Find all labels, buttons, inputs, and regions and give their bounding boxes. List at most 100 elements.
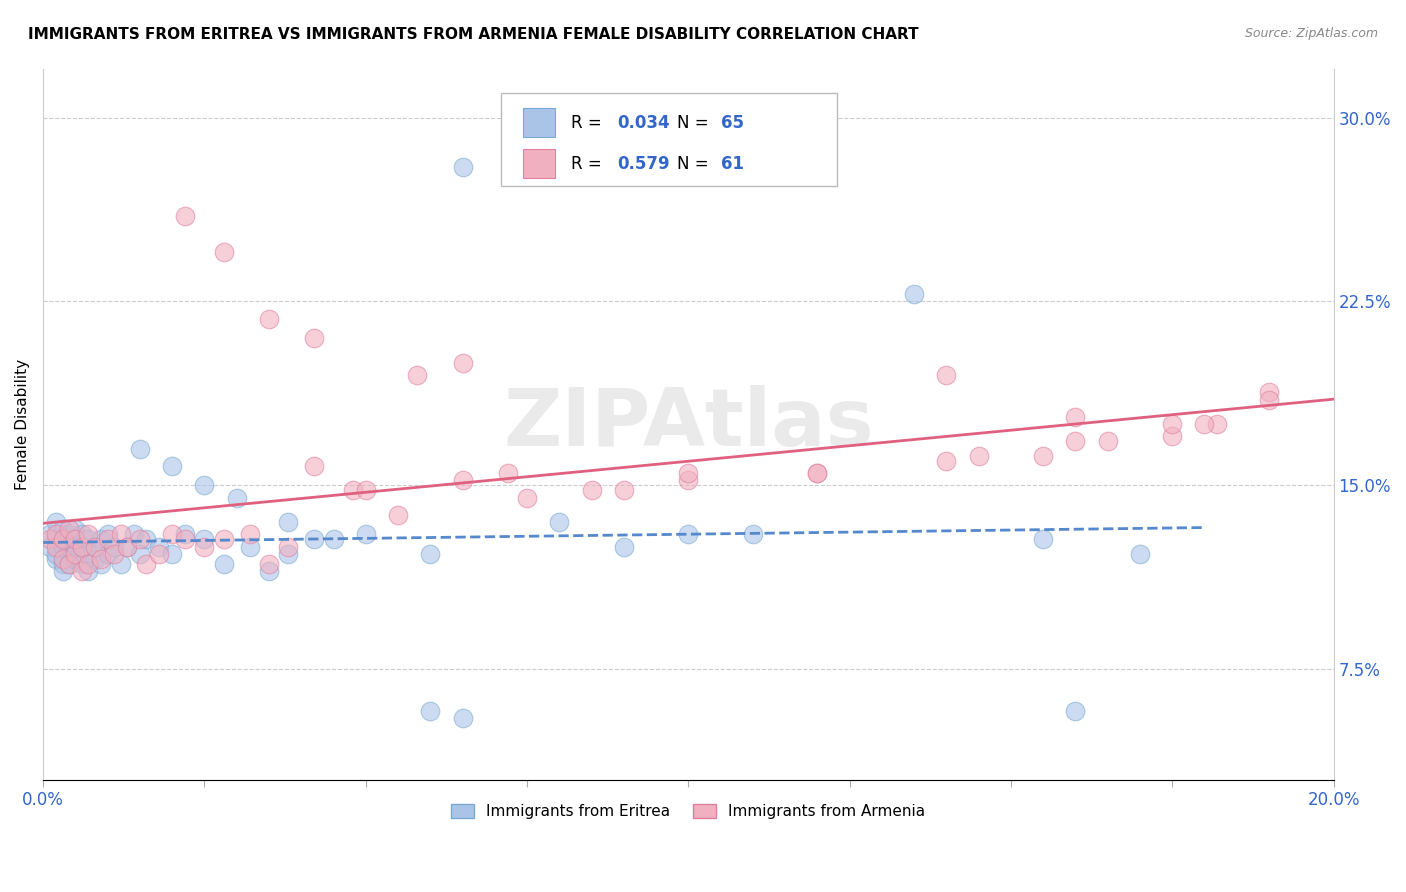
- Point: [51, 557, 73, 571]
- Point: [1206, 417, 1229, 431]
- Point: [548, 515, 571, 529]
- Point: [1032, 533, 1054, 547]
- Point: [741, 527, 763, 541]
- Point: [70, 557, 93, 571]
- Point: [83, 540, 105, 554]
- Y-axis label: Female Disability: Female Disability: [15, 359, 30, 490]
- Point: [51, 533, 73, 547]
- Point: [302, 331, 325, 345]
- Point: [302, 458, 325, 473]
- Point: [496, 466, 519, 480]
- Point: [354, 483, 377, 498]
- Point: [174, 527, 197, 541]
- Text: ZIPAtlas: ZIPAtlas: [503, 385, 873, 463]
- Point: [65, 533, 87, 547]
- Point: [1194, 417, 1216, 431]
- Point: [110, 557, 132, 571]
- Point: [45, 552, 67, 566]
- Point: [51, 523, 73, 537]
- Point: [70, 540, 93, 554]
- Point: [406, 368, 429, 382]
- Point: [277, 540, 299, 554]
- Text: 0.034: 0.034: [617, 113, 671, 131]
- Point: [103, 540, 125, 554]
- Point: [354, 527, 377, 541]
- Point: [110, 527, 132, 541]
- Point: [1097, 434, 1119, 449]
- Point: [103, 547, 125, 561]
- Text: 65: 65: [721, 113, 744, 131]
- Point: [257, 557, 280, 571]
- Point: [160, 527, 183, 541]
- Point: [516, 491, 538, 505]
- Point: [239, 527, 262, 541]
- Point: [97, 527, 120, 541]
- Point: [77, 564, 100, 578]
- FancyBboxPatch shape: [502, 94, 837, 186]
- Point: [160, 458, 183, 473]
- Point: [65, 547, 87, 561]
- Point: [38, 540, 60, 554]
- Point: [193, 540, 215, 554]
- Point: [148, 547, 170, 561]
- Point: [322, 533, 344, 547]
- Point: [77, 533, 100, 547]
- Text: N =: N =: [676, 113, 714, 131]
- Point: [65, 540, 87, 554]
- Point: [45, 533, 67, 547]
- Point: [77, 527, 100, 541]
- Point: [451, 474, 474, 488]
- Point: [38, 527, 60, 541]
- Point: [277, 547, 299, 561]
- Point: [90, 533, 112, 547]
- Point: [65, 523, 87, 537]
- Point: [1032, 449, 1054, 463]
- Point: [1129, 547, 1152, 561]
- Point: [77, 557, 100, 571]
- Point: [678, 466, 700, 480]
- Point: [90, 557, 112, 571]
- Point: [97, 533, 120, 547]
- Point: [148, 540, 170, 554]
- Point: [935, 454, 957, 468]
- Point: [212, 245, 235, 260]
- Legend: Immigrants from Eritrea, Immigrants from Armenia: Immigrants from Eritrea, Immigrants from…: [446, 798, 932, 825]
- Point: [58, 547, 80, 561]
- Point: [451, 160, 474, 174]
- Point: [45, 527, 67, 541]
- Point: [51, 552, 73, 566]
- Point: [58, 557, 80, 571]
- Point: [613, 483, 636, 498]
- Point: [115, 540, 138, 554]
- Point: [1064, 704, 1087, 718]
- Point: [58, 527, 80, 541]
- Text: R =: R =: [571, 154, 607, 172]
- Point: [65, 533, 87, 547]
- Point: [51, 564, 73, 578]
- Point: [678, 527, 700, 541]
- Point: [613, 540, 636, 554]
- Point: [45, 547, 67, 561]
- Text: 61: 61: [721, 154, 744, 172]
- Point: [419, 704, 441, 718]
- Point: [678, 474, 700, 488]
- Point: [38, 533, 60, 547]
- Point: [51, 540, 73, 554]
- Point: [129, 533, 152, 547]
- Point: [967, 449, 990, 463]
- Text: IMMIGRANTS FROM ERITREA VS IMMIGRANTS FROM ARMENIA FEMALE DISABILITY CORRELATION: IMMIGRANTS FROM ERITREA VS IMMIGRANTS FR…: [28, 27, 918, 42]
- Point: [342, 483, 364, 498]
- FancyBboxPatch shape: [523, 149, 555, 178]
- Point: [1161, 429, 1184, 443]
- Point: [83, 540, 105, 554]
- Point: [129, 442, 152, 456]
- Point: [77, 547, 100, 561]
- Point: [129, 547, 152, 561]
- Point: [451, 711, 474, 725]
- Point: [160, 547, 183, 561]
- Point: [903, 287, 925, 301]
- Point: [70, 564, 93, 578]
- Point: [419, 547, 441, 561]
- Point: [90, 552, 112, 566]
- Point: [257, 311, 280, 326]
